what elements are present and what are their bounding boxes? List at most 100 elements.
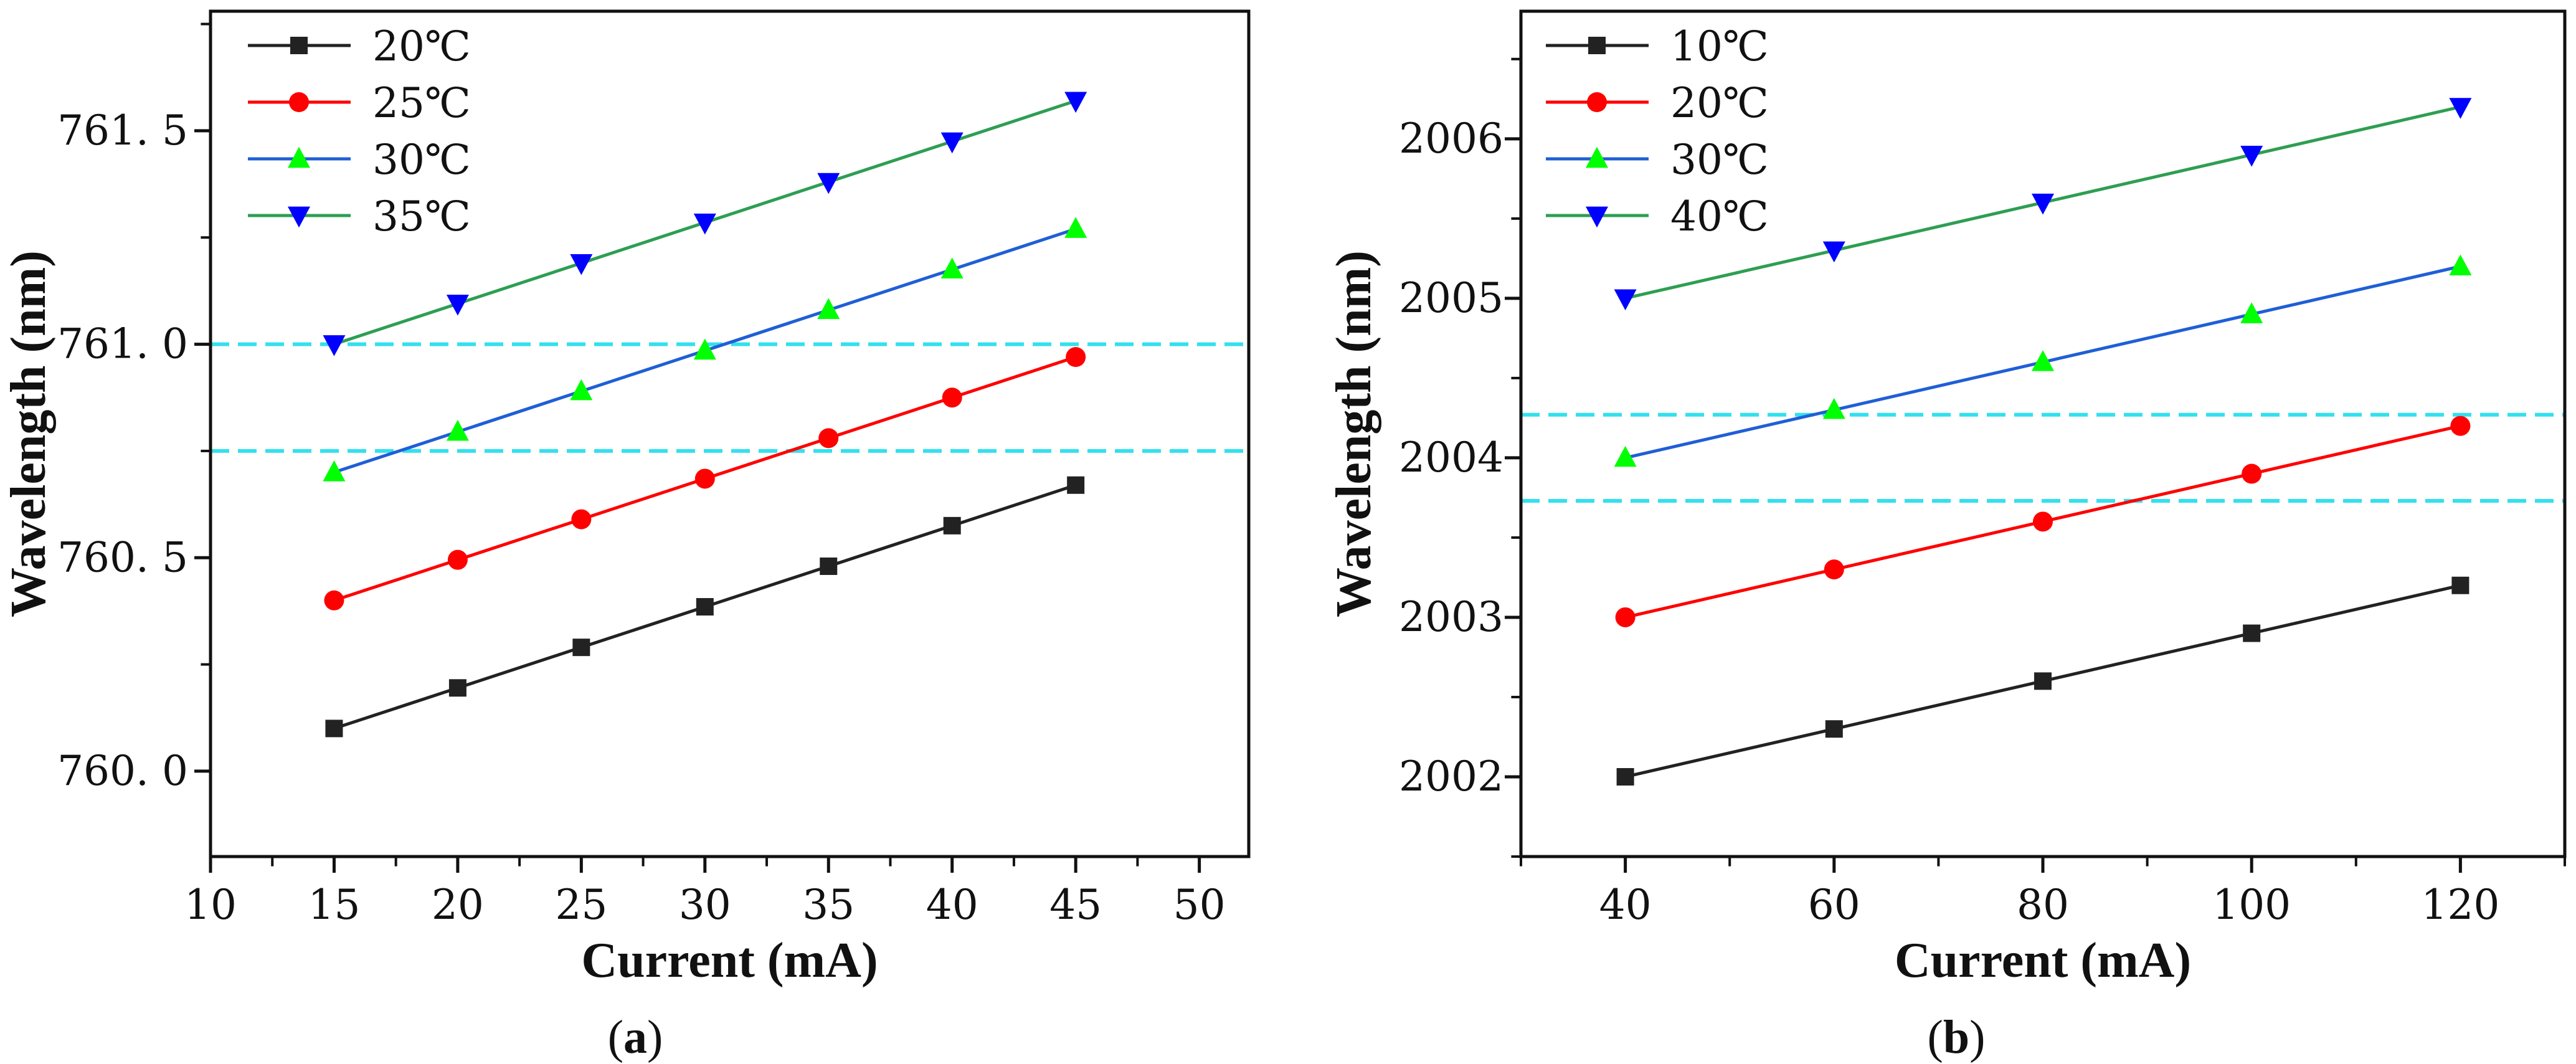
data-point [1822,241,1845,263]
legend-marker [1586,146,1608,168]
data-point [446,295,469,316]
legend-marker [1586,206,1608,228]
y-tick-label: 761. 5 [57,107,188,154]
y-axis-title: Wavelength (nm) [1,250,56,617]
data-point [693,338,716,360]
data-point [1614,289,1637,311]
x-tick-label: 45 [1049,881,1102,929]
panel-label-letter: a [623,1011,647,1063]
data-point [1067,476,1085,494]
data-point [1064,217,1087,238]
data-point [570,254,593,275]
data-point [324,590,344,610]
x-tick-label: 30 [679,881,731,929]
legend-marker [290,37,308,54]
data-point [940,257,964,279]
data-point [817,298,840,320]
legend-label: 35℃ [372,192,471,240]
data-point [1822,397,1845,419]
panel-label: (a) [608,1011,663,1063]
data-point [817,173,840,194]
panel-label-letter: b [1943,1011,1969,1063]
x-tick-label: 120 [2421,881,2499,929]
y-tick-label: 761. 0 [57,320,188,368]
x-tick-label: 10 [184,881,237,929]
data-point [820,557,838,575]
data-point [2450,416,2471,436]
data-point [570,379,593,401]
y-tick-label: 2006 [1399,115,1503,163]
data-point [1615,607,1636,627]
data-point [2240,302,2263,323]
data-point [1066,347,1086,368]
x-tick-label: 40 [1599,881,1652,929]
y-tick-label: 760. 5 [57,533,188,581]
y-tick-label: 2004 [1399,434,1503,482]
data-point [1825,720,1843,738]
legend-label: 20℃ [372,22,471,70]
panel-label-open: ( [1928,1011,1943,1063]
data-point [2449,254,2472,276]
data-point [1614,445,1637,467]
x-tick-label: 25 [555,881,607,929]
plot-frame [209,9,1251,858]
data-point [325,720,343,738]
x-tick-label: 40 [926,881,978,929]
data-point [323,335,346,356]
data-point [2240,146,2263,167]
y-tick-label: 760. 0 [57,747,188,795]
x-tick-label: 100 [2212,881,2291,929]
legend-label: 25℃ [372,79,471,127]
legend-marker [289,92,309,112]
data-point [818,428,839,449]
data-point [447,549,468,570]
x-tick-label: 80 [2017,881,2069,929]
data-point [571,509,592,530]
data-point [2032,193,2054,215]
data-point [694,468,715,489]
data-point [323,460,346,482]
x-axis-title: Current (mA) [581,933,878,988]
legend-label: 20℃ [1670,79,1769,127]
y-tick-label: 2003 [1399,593,1503,641]
data-point [448,679,466,697]
data-point [2033,511,2053,532]
y-axis-title: Wavelength (nm) [1327,250,1381,617]
legend-marker [288,206,310,228]
x-tick-label: 20 [432,881,484,929]
panel-b: 40 60 80 100 120 2002 2003 2004 2005 2006 Current … [1327,9,2567,1063]
x-axis-title: Current (mA) [1895,933,2191,988]
panel-label-close: ) [1969,1011,1985,1063]
data-point [2449,98,2472,119]
data-point [572,639,590,657]
legend-marker [1588,37,1606,54]
data-point [1616,767,1634,786]
legend-marker [1587,92,1607,112]
data-point [2243,624,2261,642]
legend-label: 10℃ [1670,22,1769,70]
data-point [1824,559,1844,580]
legend-label: 30℃ [1670,136,1769,184]
panel-label-close: ) [647,1011,663,1063]
data-point [446,419,469,441]
data-point [696,598,714,616]
data-point [940,132,964,154]
data-point [943,516,961,534]
panel-label: (b) [1928,1011,1986,1063]
data-point [1064,92,1087,113]
legend-label: 40℃ [1670,192,1769,240]
x-tick-label: 15 [308,881,360,929]
data-point [2032,350,2054,371]
data-point [942,387,962,408]
x-tick-label: 35 [802,881,855,929]
legend-marker [288,146,310,168]
data-point [2034,672,2052,690]
y-tick-label: 2005 [1399,274,1503,322]
x-tick-label: 60 [1808,881,1860,929]
legend-label: 30℃ [372,136,471,184]
data-point [2242,463,2262,484]
x-tick-label: 50 [1173,881,1226,929]
panel-label-open: ( [608,1011,623,1063]
y-tick-label: 2002 [1399,753,1503,800]
